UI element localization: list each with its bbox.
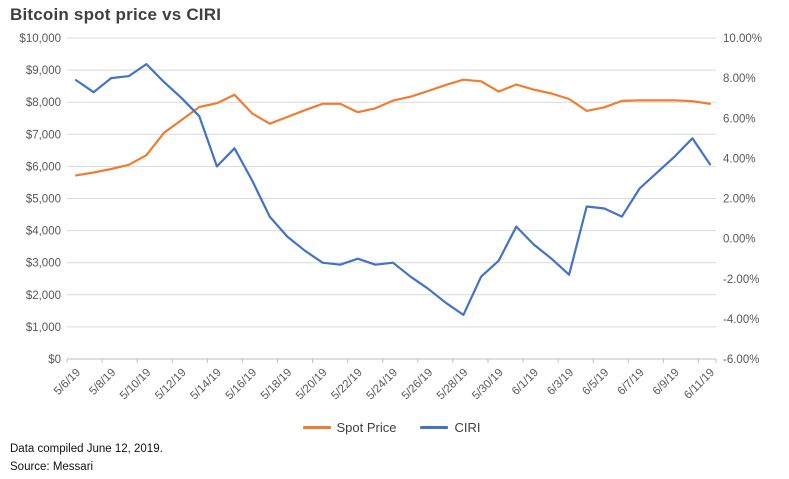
svg-text:6/7/19: 6/7/19 xyxy=(616,367,647,398)
svg-text:$9,000: $9,000 xyxy=(26,65,61,77)
footer-source-note: Source: Messari xyxy=(10,461,94,473)
svg-text:2.00%: 2.00% xyxy=(723,194,756,206)
legend-item-spot-price: Spot Price xyxy=(302,419,397,435)
svg-text:5/10/19: 5/10/19 xyxy=(118,367,154,403)
svg-text:$2,000: $2,000 xyxy=(26,290,61,302)
svg-text:6.00%: 6.00% xyxy=(723,113,756,125)
svg-text:$8,000: $8,000 xyxy=(26,97,61,109)
footer-compiled-note: Data compiled June 12, 2019. xyxy=(10,443,163,455)
svg-text:$6,000: $6,000 xyxy=(26,161,61,173)
svg-text:$0: $0 xyxy=(48,354,61,366)
svg-text:$1,000: $1,000 xyxy=(26,322,61,334)
svg-text:6/3/19: 6/3/19 xyxy=(545,367,576,398)
svg-text:-2.00%: -2.00% xyxy=(723,274,759,286)
svg-text:5/20/19: 5/20/19 xyxy=(294,367,330,403)
ciri-line-swatch xyxy=(420,425,449,429)
svg-text:5/8/19: 5/8/19 xyxy=(87,367,118,398)
spot-price-legend-label: Spot Price xyxy=(336,419,397,435)
x-axis xyxy=(66,358,717,363)
chart-legend: Spot Price CIRI xyxy=(67,418,716,436)
svg-text:6/1/19: 6/1/19 xyxy=(510,367,541,398)
spot-price-line xyxy=(74,78,712,177)
y-axis-right-labels: 10.00% 8.00% 6.00% 4.00% 2.00% 0.00% -2.00% -4.… xyxy=(723,33,762,366)
svg-text:8.00%: 8.00% xyxy=(723,73,756,85)
svg-text:5/16/19: 5/16/19 xyxy=(224,367,260,403)
svg-text:0.00%: 0.00% xyxy=(723,234,756,246)
svg-text:$7,000: $7,000 xyxy=(26,129,61,141)
svg-text:$5,000: $5,000 xyxy=(26,194,61,206)
spot-price-line-swatch xyxy=(302,425,331,429)
svg-text:5/22/19: 5/22/19 xyxy=(329,367,365,403)
y-axis-left-labels: $10,000 $9,000 $8,000 $7,000 $6,000 $5,000 $4,… xyxy=(19,33,61,366)
ciri-legend-label: CIRI xyxy=(454,419,481,435)
svg-text:5/26/19: 5/26/19 xyxy=(400,367,436,403)
svg-text:5/12/19: 5/12/19 xyxy=(153,367,189,403)
svg-text:-4.00%: -4.00% xyxy=(723,314,759,326)
svg-text:-6.00%: -6.00% xyxy=(723,354,759,366)
svg-text:5/24/19: 5/24/19 xyxy=(365,367,401,403)
svg-text:5/14/19: 5/14/19 xyxy=(188,367,224,403)
svg-text:$3,000: $3,000 xyxy=(26,258,61,270)
svg-text:6/11/19: 6/11/19 xyxy=(682,367,717,402)
svg-text:5/18/19: 5/18/19 xyxy=(259,367,295,403)
legend-item-ciri: CIRI xyxy=(420,420,480,435)
svg-text:$4,000: $4,000 xyxy=(26,226,61,238)
x-axis-labels: 5/6/19 5/8/19 5/10/19 5/12/19 5/14/19 5/16/19… xyxy=(52,367,717,403)
ciri-line xyxy=(74,62,712,316)
gridlines xyxy=(67,37,716,360)
svg-text:$10,000: $10,000 xyxy=(19,33,61,45)
svg-text:5/30/19: 5/30/19 xyxy=(470,367,506,403)
svg-text:10.00%: 10.00% xyxy=(723,33,762,45)
svg-text:6/5/19: 6/5/19 xyxy=(580,367,611,398)
svg-text:6/9/19: 6/9/19 xyxy=(651,367,682,398)
svg-text:5/6/19: 5/6/19 xyxy=(52,367,83,398)
svg-text:4.00%: 4.00% xyxy=(723,153,756,165)
chart-title: Bitcoin spot price vs CIRI xyxy=(10,5,222,24)
svg-text:5/28/19: 5/28/19 xyxy=(435,367,471,403)
